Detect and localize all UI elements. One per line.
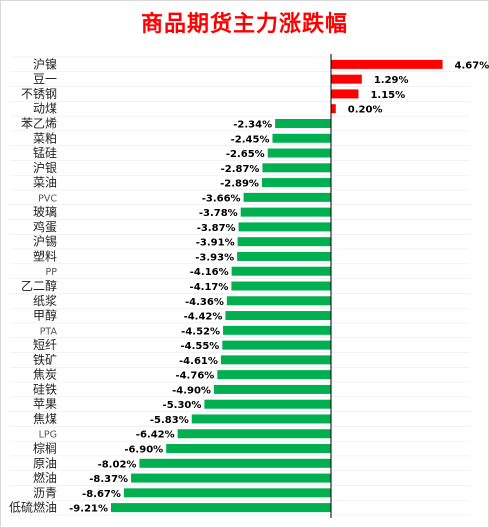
bar — [331, 74, 362, 84]
value-label: -3.78% — [199, 208, 238, 219]
bar — [213, 384, 331, 394]
category-label: 乙二醇 — [21, 278, 57, 293]
value-label: -2.65% — [226, 149, 265, 160]
value-label: -8.37% — [89, 474, 128, 485]
value-label: -5.83% — [150, 415, 189, 426]
bar — [220, 355, 331, 365]
bar — [267, 148, 331, 158]
category-label: 锰硅 — [33, 145, 57, 160]
value-label: 4.67% — [455, 60, 489, 71]
category-label: 纸浆 — [33, 293, 57, 308]
bar — [204, 399, 331, 409]
bar — [223, 325, 331, 335]
bar — [275, 118, 331, 128]
bar — [243, 192, 331, 202]
value-label: -2.34% — [233, 119, 272, 130]
value-label: -4.76% — [175, 371, 214, 382]
bar — [237, 251, 331, 261]
category-label: 鸡蛋 — [33, 219, 57, 234]
category-label: 玻璃 — [33, 205, 57, 219]
category-label: LPG — [39, 430, 57, 441]
category-label: 焦炭 — [33, 368, 57, 382]
value-label: -4.16% — [190, 267, 229, 278]
value-label: -4.42% — [184, 312, 223, 323]
category-label: 苯乙烯 — [21, 116, 57, 130]
category-label: 菜粕 — [33, 130, 57, 145]
bar — [177, 429, 331, 439]
value-label: -2.45% — [231, 134, 270, 145]
bar — [237, 237, 331, 247]
bar — [123, 488, 332, 498]
value-label: 1.29% — [374, 75, 409, 86]
value-label: -3.87% — [197, 223, 236, 234]
bar — [111, 503, 331, 513]
bar — [139, 458, 331, 468]
category-label: 沪镍 — [33, 57, 57, 71]
category-label: 塑料 — [33, 248, 57, 263]
bar — [331, 59, 443, 69]
category-label: PTA — [40, 326, 58, 337]
bar — [191, 414, 331, 424]
category-label: 苹果 — [33, 397, 57, 411]
category-label: 燃油 — [33, 470, 57, 485]
value-label: -4.55% — [180, 341, 219, 352]
category-label: 原油 — [33, 456, 57, 470]
bar — [331, 104, 336, 114]
value-label: -2.87% — [221, 164, 260, 175]
value-label: -4.36% — [185, 297, 224, 308]
category-label: PP — [46, 267, 58, 278]
value-label: 0.20% — [348, 105, 383, 116]
category-label: PVC — [38, 193, 57, 204]
category-label: 动煤 — [33, 102, 57, 116]
category-label: 焦煤 — [33, 412, 57, 426]
category-label: 短纤 — [33, 338, 57, 352]
value-label: -2.89% — [220, 179, 259, 190]
value-label: -4.61% — [179, 356, 218, 367]
bar — [261, 178, 331, 188]
category-label: 甲醇 — [33, 308, 57, 323]
value-label: -5.30% — [163, 400, 202, 411]
value-label: 1.15% — [370, 90, 405, 101]
bar — [331, 89, 359, 99]
bar — [262, 163, 331, 173]
chart-title: 商品期货主力涨跌幅 — [140, 11, 348, 37]
category-label: 低硫燃油 — [9, 500, 57, 515]
value-label: -4.52% — [181, 326, 220, 337]
value-label: -6.42% — [136, 430, 175, 441]
value-label: -3.93% — [195, 252, 234, 263]
category-label: 沥青 — [33, 486, 57, 500]
category-label: 棕榈 — [33, 441, 57, 456]
bar — [231, 281, 331, 291]
value-label: -3.66% — [202, 193, 241, 204]
category-label: 铁矿 — [33, 353, 57, 367]
value-label: -4.17% — [190, 282, 229, 293]
category-label: 菜油 — [33, 176, 57, 190]
bar — [217, 370, 331, 380]
value-label: -8.02% — [98, 459, 137, 470]
bar — [166, 444, 331, 454]
bar — [222, 340, 331, 350]
bar — [238, 222, 331, 232]
bar — [226, 296, 331, 306]
value-label: -3.91% — [196, 238, 235, 249]
category-label: 豆一 — [33, 72, 57, 86]
value-label: -4.90% — [172, 385, 211, 396]
value-label: -9.21% — [69, 504, 108, 515]
value-label: -6.90% — [124, 445, 163, 456]
category-label: 不锈钢 — [21, 87, 57, 101]
category-label: 硅铁 — [33, 382, 57, 396]
bar — [131, 473, 331, 483]
value-label: -8.67% — [82, 489, 121, 500]
bar — [225, 311, 331, 321]
bar — [240, 207, 331, 217]
category-label: 沪银 — [33, 161, 57, 175]
bar — [272, 133, 331, 143]
category-label: 沪锡 — [33, 234, 57, 249]
bar — [231, 266, 331, 276]
